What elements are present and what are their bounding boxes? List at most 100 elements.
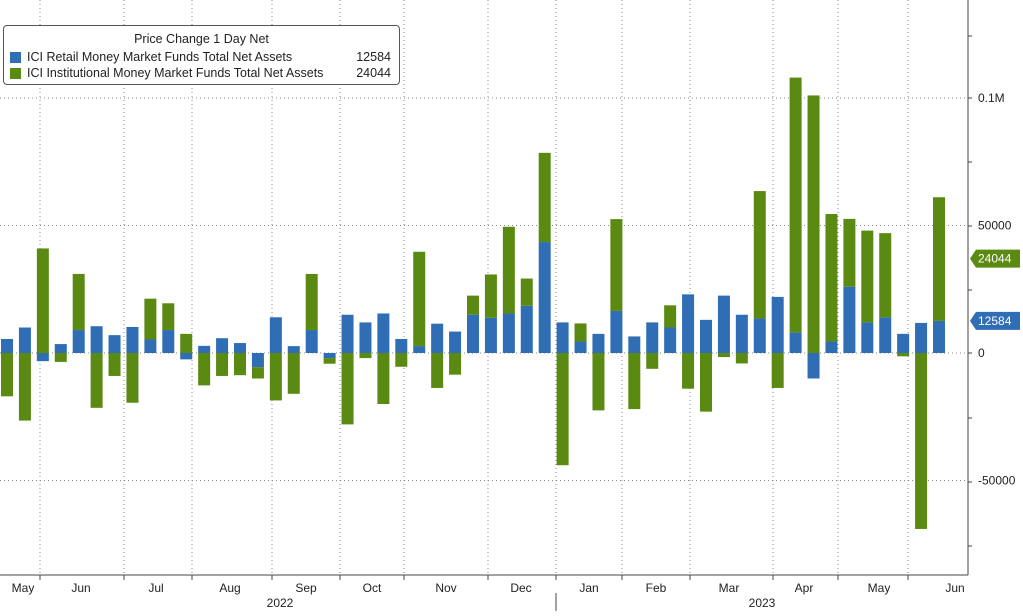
bar-retail (825, 341, 838, 353)
bar-retail (323, 353, 336, 359)
x-tick-label: May (12, 581, 35, 595)
bar-institutional (556, 353, 569, 466)
x-tick-label: Dec (510, 581, 531, 595)
bar-retail (144, 339, 157, 353)
bar-retail (234, 343, 246, 353)
bar-retail (287, 346, 300, 353)
bar-institutional (198, 353, 211, 386)
bar-institutional (269, 353, 282, 401)
x-tick-label: Apr (795, 581, 814, 595)
bar-institutional (449, 353, 462, 375)
legend-label-retail: ICI Retail Money Market Funds Total Net … (27, 50, 293, 64)
bar-institutional (72, 273, 85, 331)
x-tick-label: Oct (363, 581, 382, 595)
bar-retail (413, 346, 426, 353)
bar-institutional (843, 218, 856, 287)
last-value-label-retail: 12584 (978, 314, 1012, 328)
bar-institutional (789, 77, 802, 333)
bar-retail (592, 333, 605, 353)
x-tick-label: May (868, 581, 891, 595)
bar-retail (735, 314, 748, 353)
bar-institutional (180, 333, 193, 353)
bar-institutional (162, 303, 175, 331)
bar-institutional (377, 353, 390, 404)
bar-institutional (538, 152, 551, 243)
bar-retail (18, 327, 31, 353)
bar-institutional (144, 298, 157, 340)
x-tick-label: Feb (646, 581, 667, 595)
bar-retail (861, 322, 874, 353)
legend-title: Price Change 1 Day Net (134, 32, 269, 46)
bar-retail (305, 330, 318, 353)
bar-retail (879, 317, 892, 353)
bar-institutional (502, 226, 515, 314)
year-label: 2022 (267, 596, 294, 610)
bar-institutional (771, 353, 784, 388)
bar-institutional (520, 278, 533, 306)
legend: Price Change 1 Day Net ICI Retail Money … (3, 25, 400, 85)
bar-institutional (18, 353, 31, 421)
bar-institutional (413, 251, 426, 347)
x-tick-label: Jul (148, 581, 163, 595)
bar-institutional (628, 353, 641, 410)
bar-institutional (735, 353, 748, 364)
bar-retail (395, 338, 408, 353)
x-tick-label: Jun (71, 581, 90, 595)
bar-institutional (825, 214, 838, 342)
x-tick-label: Aug (219, 581, 240, 595)
x-tick-label: Sep (295, 581, 317, 595)
bar-institutional (323, 358, 336, 364)
bar-institutional (251, 367, 264, 379)
bar-retail (359, 322, 372, 353)
bar-retail (90, 326, 103, 353)
bar-institutional (664, 305, 677, 328)
bar-retail (269, 317, 282, 353)
bar-institutional (54, 353, 67, 362)
bar-institutional (807, 95, 820, 353)
bar-retail (72, 330, 85, 353)
bar-retail (646, 322, 659, 353)
bar-retail (180, 353, 193, 360)
bar-institutional (933, 197, 945, 321)
legend-swatch-retail (10, 51, 21, 63)
bar-retail (807, 353, 820, 379)
legend-item-retail: ICI Retail Money Market Funds Total Net … (10, 49, 391, 65)
bar-institutional (467, 295, 479, 315)
bar-institutional (36, 248, 49, 353)
bar-retail (431, 323, 444, 353)
last-value-tag-institutional (970, 249, 1020, 268)
bar-retail (664, 327, 677, 353)
y-tick-label: -50000 (978, 474, 1016, 488)
bar-institutional (879, 233, 892, 318)
bar-institutional (234, 353, 246, 376)
last-value-tag-retail (970, 311, 1020, 330)
legend-value-institutional: 24044 (356, 66, 391, 80)
bar-institutional (915, 353, 928, 529)
bar-retail (377, 313, 390, 353)
bar-retail (341, 314, 354, 353)
bar-institutional (592, 353, 605, 411)
bar-institutional (610, 219, 623, 311)
bar-retail (682, 294, 695, 353)
bar-institutional (90, 353, 103, 408)
bar-retail (771, 296, 784, 353)
x-tick-label: Jan (579, 581, 598, 595)
legend-label-institutional: ICI Institutional Money Market Funds Tot… (27, 66, 324, 80)
bar-institutional (341, 353, 354, 425)
bar-retail (753, 318, 766, 353)
legend-value-retail: 12584 (356, 50, 391, 64)
bar-retail (108, 335, 121, 353)
bar-retail (502, 313, 515, 353)
bar-retail (789, 332, 802, 353)
x-tick-label: Mar (719, 581, 740, 595)
bar-retail (897, 333, 910, 353)
bar-institutional (216, 353, 229, 376)
bar-retail (216, 338, 229, 353)
y-tick-label: 50000 (978, 219, 1012, 233)
bar-institutional (700, 353, 712, 412)
bar-retail (610, 310, 623, 353)
bar-institutional (1, 353, 13, 397)
bar-institutional (753, 191, 766, 319)
bar-institutional (395, 353, 408, 367)
